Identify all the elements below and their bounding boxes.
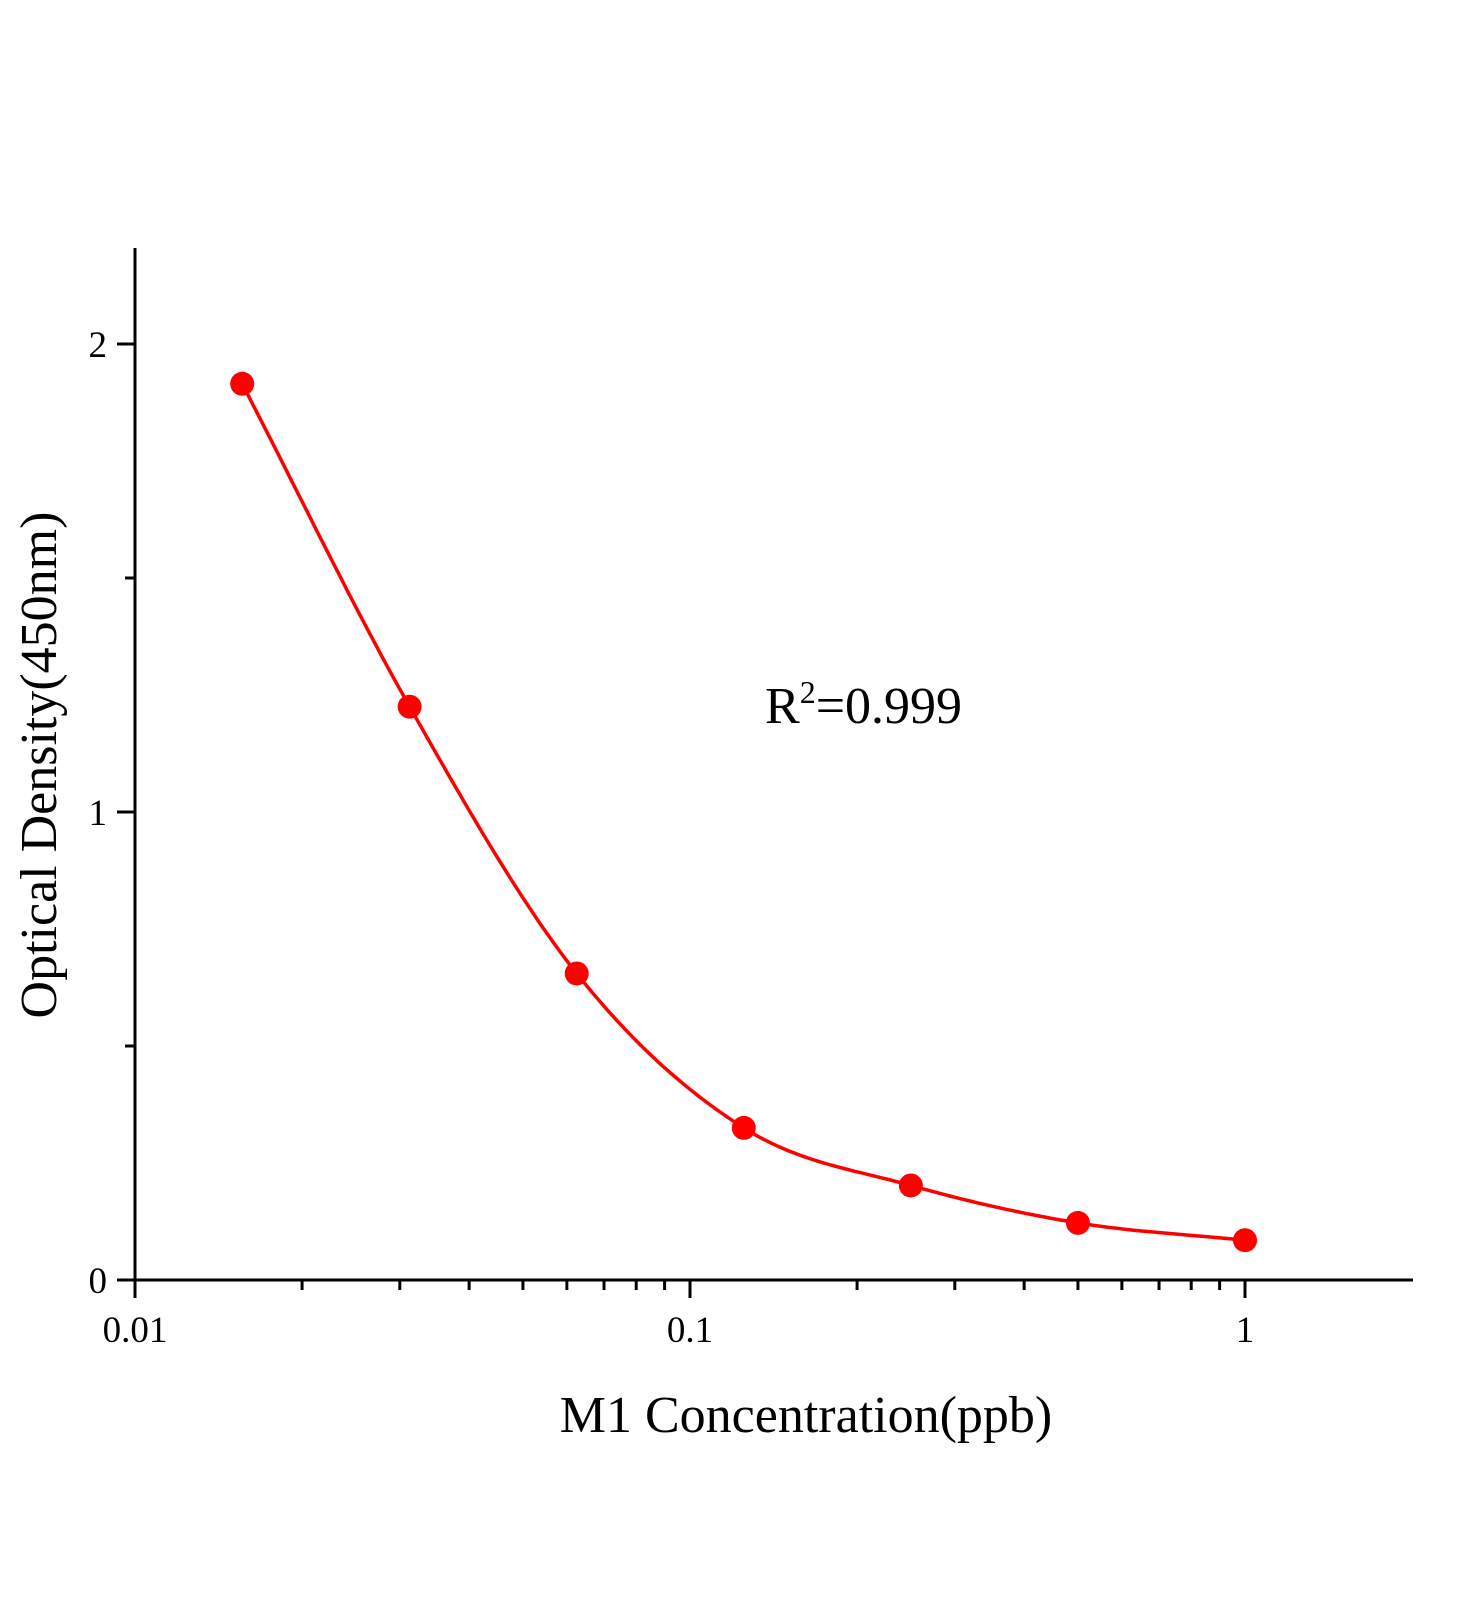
x-axis-title: M1 Concentration(ppb) <box>560 1387 1052 1444</box>
x-tick-label: 0.01 <box>103 1310 168 1351</box>
tick-labels-layer: 0 1 2 0.01 0.1 1 <box>89 325 1255 1351</box>
data-point <box>898 1173 923 1198</box>
data-point <box>1065 1210 1090 1235</box>
y-tick-label: 2 <box>89 325 108 366</box>
data-point <box>230 371 255 396</box>
r-squared-annotation: R2=0.999 <box>765 674 962 735</box>
y-axis-title: Optical Density(450nm) <box>11 512 68 1019</box>
fit-curve-line <box>240 382 1246 1242</box>
data-point <box>397 694 422 719</box>
axes <box>117 248 1413 1298</box>
y-tick-label: 1 <box>89 793 108 834</box>
data-point <box>1233 1228 1257 1253</box>
r-squared-value: =0.999 <box>816 678 962 735</box>
x-tick-label: 1 <box>1236 1310 1255 1351</box>
data-point <box>731 1115 756 1140</box>
x-tick-label: 0.1 <box>667 1310 713 1351</box>
data-point <box>564 961 589 986</box>
r-squared-superscript: 2 <box>800 674 816 710</box>
r-squared-prefix: R <box>765 678 800 735</box>
y-tick-label: 0 <box>89 1261 108 1302</box>
fit-curve-layer <box>240 382 1246 1242</box>
data-points-layer <box>230 371 1257 1253</box>
